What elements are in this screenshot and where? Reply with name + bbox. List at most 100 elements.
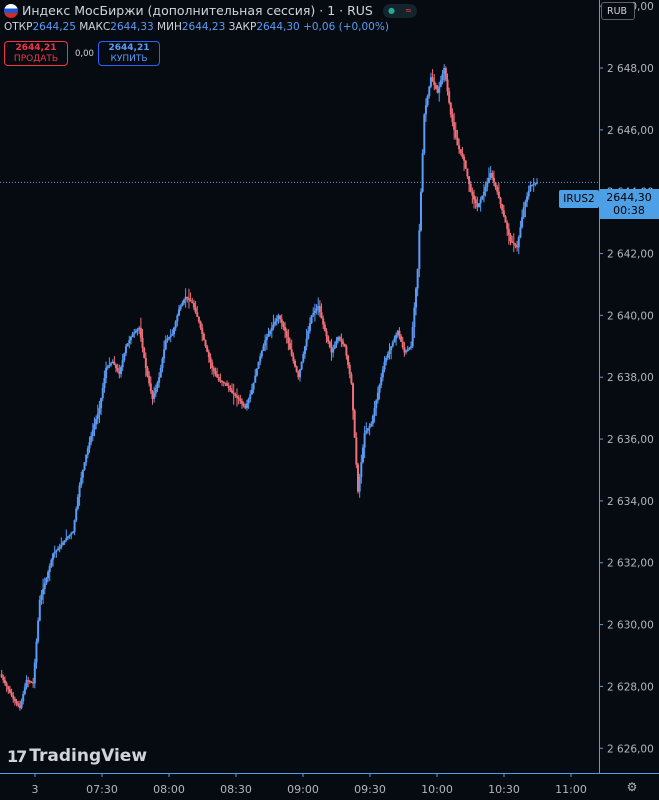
candle-body [350, 374, 353, 384]
candle-body [100, 398, 103, 409]
candle-body [73, 520, 76, 532]
candle-body [166, 338, 169, 341]
y-tick-label: 2 648,00 [607, 63, 654, 75]
candle-body [236, 395, 239, 398]
candle-body [211, 362, 214, 368]
x-tick-label: 07:30 [86, 783, 118, 796]
candle-body [187, 298, 190, 300]
candle-body [497, 191, 500, 198]
candle-body [227, 385, 230, 389]
candle-body [2, 677, 5, 681]
candle-body [239, 398, 242, 402]
settings-gear-icon[interactable]: ⚙ [626, 780, 638, 794]
market-status-icon[interactable]: ● ≈ [382, 3, 417, 18]
candle-body [446, 79, 449, 92]
candle-body [22, 694, 25, 702]
candle-body [231, 390, 234, 393]
candle-body [415, 288, 418, 308]
candle-body [242, 403, 245, 406]
candle-body [90, 435, 93, 443]
candle-body [259, 356, 262, 362]
candle-body [453, 122, 456, 130]
candle-body [8, 689, 11, 693]
candle-body [342, 341, 345, 344]
candle-body [348, 364, 351, 375]
candle-body [294, 360, 297, 367]
candle-body [209, 357, 212, 363]
candle-body [7, 686, 10, 690]
candle-body [57, 548, 60, 551]
y-tick-label: 2 632,00 [607, 558, 654, 570]
candle-body [176, 315, 179, 322]
candle-body [222, 381, 225, 383]
sell-button[interactable]: 2644,21 ПРОДАТЬ [4, 41, 68, 66]
candle-body [71, 531, 74, 534]
candle-body [413, 307, 416, 327]
candle-body [506, 222, 509, 229]
close-label: ЗАКР [228, 21, 257, 33]
candle-body [474, 199, 477, 204]
candle-body [509, 234, 512, 242]
candle-body [332, 348, 335, 353]
candle-body [517, 237, 520, 248]
y-tick-label: 2 626,00 [607, 743, 654, 755]
candle-body [345, 346, 348, 356]
candle-body [197, 316, 200, 322]
candle-body [260, 350, 263, 357]
candle-body [240, 401, 243, 404]
candle-body [254, 375, 257, 383]
candle-body [469, 183, 472, 192]
candle-body [124, 346, 127, 354]
candle-body [163, 349, 166, 359]
close-value: 2644,30 [256, 21, 300, 33]
candle-body [174, 321, 177, 328]
candle-body [534, 183, 537, 185]
x-tick-label: 11:00 [555, 783, 587, 796]
candle-body [178, 309, 180, 316]
candle-body [55, 550, 58, 552]
candle-body [398, 330, 401, 337]
candle-body [282, 323, 285, 327]
candle-body [315, 308, 318, 311]
candle-body [12, 695, 15, 699]
candle-body [146, 367, 149, 376]
candle-body [280, 319, 283, 324]
candle-body [115, 364, 118, 368]
candle-body [320, 312, 323, 319]
symbol-title[interactable]: Индекс МосБиржи (дополнительная сессия) … [22, 3, 373, 18]
candle-body [323, 324, 326, 331]
candle-body [423, 114, 426, 154]
candle-body [313, 310, 316, 314]
candle-body [468, 176, 471, 184]
candle-body [85, 454, 88, 463]
candle-body [148, 375, 151, 384]
x-tick-label: 08:30 [220, 783, 252, 796]
candle-body [247, 398, 250, 404]
candle-body [229, 388, 232, 391]
y-tick-label: 2 628,00 [607, 681, 654, 693]
candle-body [96, 413, 99, 419]
candle-body [245, 403, 248, 409]
candle-body [28, 681, 31, 683]
candle-body [32, 682, 35, 684]
sell-price: 2644,21 [15, 43, 57, 53]
candle-body [131, 333, 134, 338]
candle-body [386, 354, 389, 358]
currency-selector[interactable]: RUB [601, 2, 635, 20]
candle-body [431, 77, 434, 82]
candle-body [15, 701, 18, 704]
candle-body [284, 326, 287, 331]
candle-body [464, 160, 467, 169]
ohlc-legend: ОТКР2644,25 МАКС2644,33 МИН2644,23 ЗАКР2… [4, 21, 389, 33]
chart-header[interactable]: Индекс МосБиржи (дополнительная сессия) … [4, 3, 417, 18]
candle-body [371, 415, 374, 424]
x-tick-label: 08:00 [153, 783, 185, 796]
candle-body [108, 364, 111, 367]
tradingview-logo[interactable]: 17 TradingView [7, 746, 147, 766]
symbol-price-label: IRUS2 [559, 190, 599, 208]
y-tick-label: 2 638,00 [607, 372, 654, 384]
buy-button[interactable]: 2644,21 КУПИТЬ [98, 41, 160, 66]
x-tick-label: 10:30 [488, 783, 520, 796]
candle-body [501, 204, 504, 211]
